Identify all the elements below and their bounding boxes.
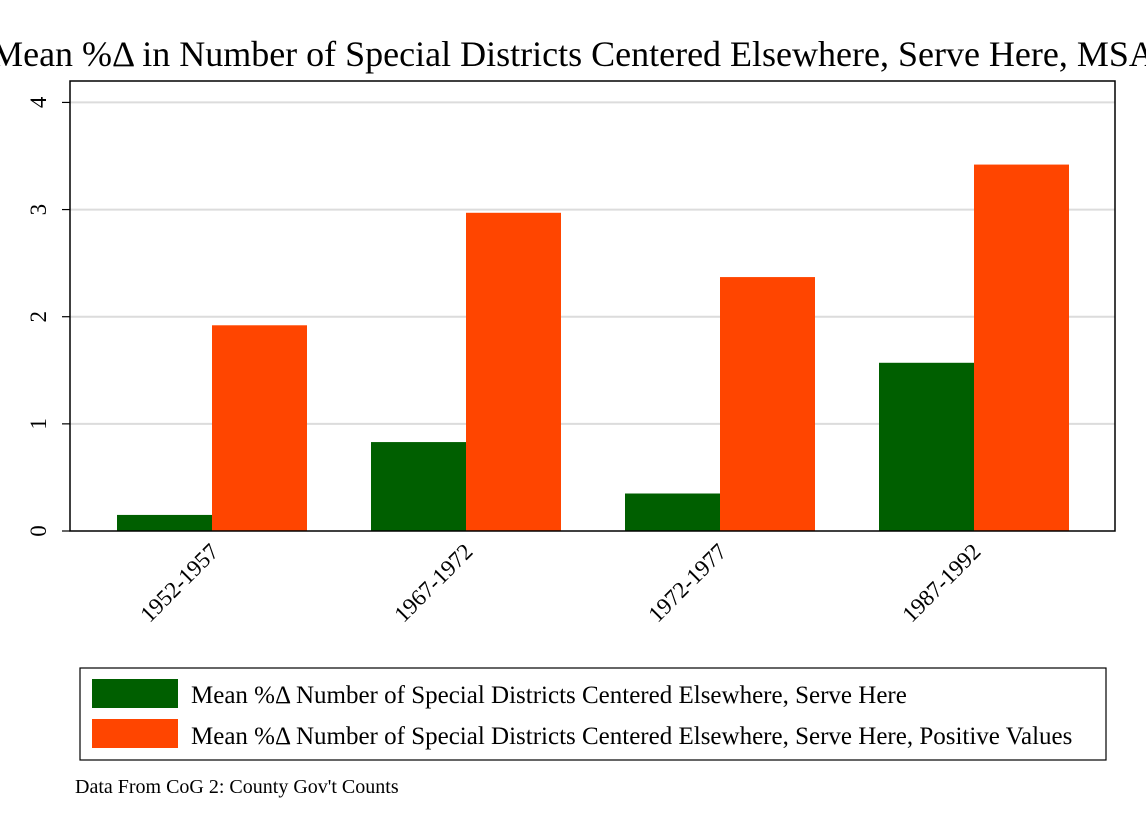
bar-1967-1972-series-2: [466, 212, 561, 532]
y-tick-label: 3: [26, 204, 51, 216]
y-tick-label: 0: [26, 525, 51, 537]
bar-1972-1977-series-2: [720, 277, 815, 531]
legend-swatch-series-2: [92, 719, 178, 748]
bar-1952-1957-series-1: [117, 514, 212, 531]
bar-1987-1992-series-2: [974, 164, 1069, 532]
legend-box: [79, 667, 1107, 761]
source-note: Data From CoG 2: County Gov't Counts: [75, 776, 399, 798]
y-tick-label: 1: [26, 418, 51, 430]
x-axis: 1952-1957 1967-1972 1972-1977 1987-1992: [135, 539, 985, 627]
bar-1967-1972-series-1: [371, 442, 466, 531]
y-axis: 0 1 2 3 4: [26, 96, 70, 537]
y-tick-label: 4: [26, 96, 51, 108]
y-tick-label: 2: [26, 311, 51, 323]
legend-label-series-2: Mean %Δ Number of Special Districts Cent…: [191, 723, 1072, 750]
x-tick-label: 1972-1977: [643, 539, 731, 627]
legend-label-series-1: Mean %Δ Number of Special Districts Cent…: [191, 682, 907, 709]
bar-1987-1992-series-1: [879, 362, 974, 531]
bar-1972-1977-series-1: [625, 493, 720, 531]
legend: Mean %Δ Number of Special Districts Cent…: [79, 667, 1107, 761]
x-tick-label: 1952-1957: [135, 539, 223, 627]
x-tick-label: 1987-1992: [897, 539, 985, 627]
bars: [117, 164, 1069, 532]
chart-title: Mean %Δ in Number of Special Districts C…: [0, 34, 1146, 74]
plot-frame: [69, 80, 1116, 532]
bar-1952-1957-series-2: [212, 325, 307, 531]
legend-swatch-series-1: [92, 679, 178, 708]
x-tick-label: 1967-1972: [389, 539, 477, 627]
